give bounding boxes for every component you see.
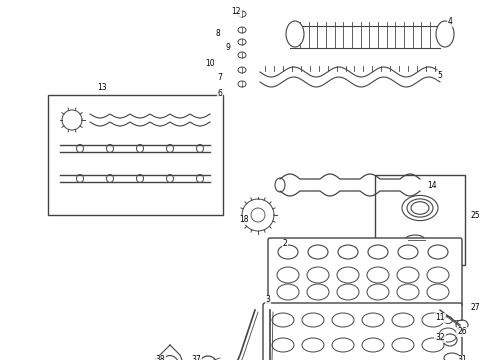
Ellipse shape (362, 313, 384, 327)
Ellipse shape (436, 21, 454, 47)
Ellipse shape (456, 320, 468, 330)
FancyBboxPatch shape (263, 303, 462, 360)
Ellipse shape (238, 11, 246, 17)
Ellipse shape (106, 175, 114, 183)
Text: 32: 32 (435, 333, 445, 342)
Text: 26: 26 (457, 328, 467, 337)
Ellipse shape (397, 284, 419, 300)
Text: 37: 37 (191, 356, 201, 360)
Ellipse shape (307, 267, 329, 283)
Ellipse shape (238, 81, 246, 87)
Ellipse shape (137, 144, 144, 153)
Ellipse shape (415, 178, 425, 192)
Ellipse shape (272, 338, 294, 352)
Text: 14: 14 (427, 180, 437, 189)
Ellipse shape (238, 67, 246, 73)
Ellipse shape (398, 245, 418, 259)
Ellipse shape (238, 52, 246, 58)
Ellipse shape (337, 284, 359, 300)
Text: 25: 25 (470, 211, 480, 220)
Text: 10: 10 (205, 58, 215, 68)
Ellipse shape (196, 175, 203, 183)
Ellipse shape (332, 338, 354, 352)
Ellipse shape (367, 284, 389, 300)
Text: 27: 27 (470, 303, 480, 312)
Bar (48, 95, 223, 215)
Ellipse shape (427, 267, 449, 283)
Ellipse shape (392, 313, 414, 327)
Ellipse shape (277, 284, 299, 300)
Ellipse shape (422, 338, 444, 352)
Ellipse shape (368, 245, 388, 259)
Text: 9: 9 (225, 44, 230, 53)
Ellipse shape (272, 313, 294, 327)
Ellipse shape (392, 338, 414, 352)
Text: 8: 8 (216, 28, 220, 37)
Ellipse shape (443, 316, 452, 324)
Text: 11: 11 (435, 314, 445, 323)
Ellipse shape (443, 334, 457, 346)
Ellipse shape (197, 356, 219, 360)
Ellipse shape (422, 313, 444, 327)
Ellipse shape (76, 144, 83, 153)
Ellipse shape (137, 175, 144, 183)
Ellipse shape (106, 144, 114, 153)
Text: 7: 7 (218, 73, 222, 82)
Ellipse shape (238, 27, 246, 33)
Ellipse shape (332, 313, 354, 327)
Text: 4: 4 (447, 18, 452, 27)
Text: 5: 5 (438, 71, 442, 80)
Ellipse shape (367, 267, 389, 283)
Ellipse shape (278, 245, 298, 259)
Ellipse shape (405, 235, 425, 245)
Ellipse shape (196, 144, 203, 153)
Ellipse shape (302, 313, 324, 327)
Text: 38: 38 (155, 356, 165, 360)
Ellipse shape (167, 175, 173, 183)
Text: 12: 12 (231, 8, 241, 17)
Ellipse shape (338, 245, 358, 259)
Text: 6: 6 (218, 89, 222, 98)
Ellipse shape (362, 338, 384, 352)
Ellipse shape (275, 178, 285, 192)
Ellipse shape (307, 284, 329, 300)
Text: 3: 3 (266, 296, 270, 305)
Ellipse shape (167, 144, 173, 153)
Ellipse shape (428, 245, 448, 259)
Ellipse shape (444, 353, 460, 360)
Ellipse shape (427, 284, 449, 300)
Ellipse shape (251, 208, 265, 222)
Ellipse shape (76, 175, 83, 183)
Text: 2: 2 (283, 239, 287, 248)
Ellipse shape (302, 338, 324, 352)
Bar (375, 175, 465, 265)
Ellipse shape (238, 39, 246, 45)
Ellipse shape (277, 267, 299, 283)
Ellipse shape (397, 267, 419, 283)
Text: 13: 13 (97, 84, 107, 93)
Ellipse shape (286, 21, 304, 47)
Ellipse shape (337, 267, 359, 283)
Ellipse shape (308, 245, 328, 259)
Text: 18: 18 (239, 216, 249, 225)
FancyBboxPatch shape (268, 238, 462, 307)
Text: 31: 31 (457, 356, 467, 360)
